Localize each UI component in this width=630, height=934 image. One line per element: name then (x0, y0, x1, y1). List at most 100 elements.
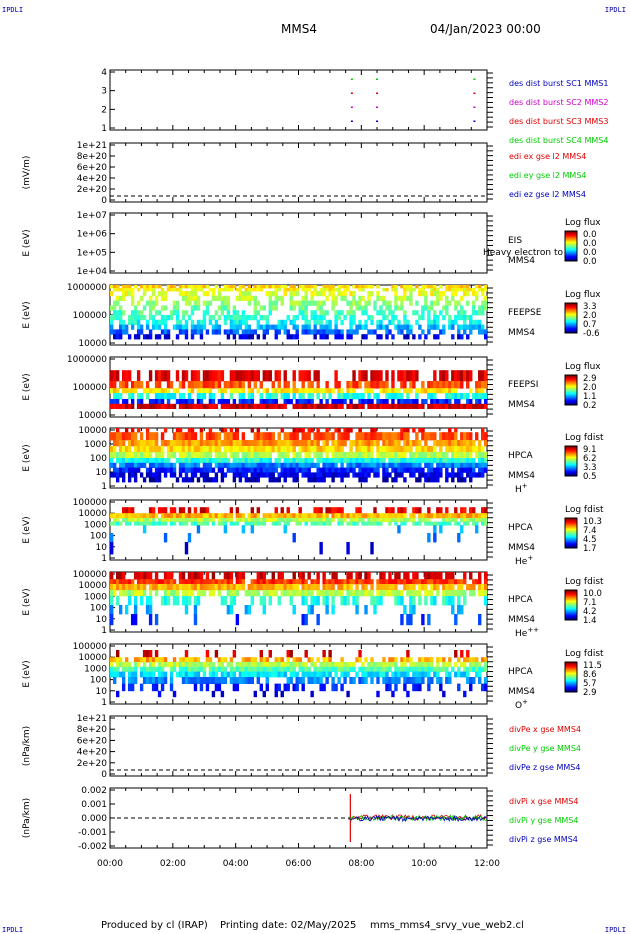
spectrogram-cell (376, 579, 380, 585)
spectrogram-cell (376, 690, 380, 698)
spectrogram-cell (340, 666, 344, 672)
spectrogram-cell (292, 657, 296, 663)
spectrogram-cell (466, 440, 470, 447)
spectrogram-cell (403, 666, 407, 672)
instrument-label: HPCA (508, 451, 533, 461)
spectrogram-cell (271, 572, 275, 580)
spectrogram-cell (373, 605, 377, 615)
spectrogram-cell (127, 521, 132, 526)
spectrogram-cell (157, 285, 162, 289)
spectrogram-cell (364, 657, 368, 663)
spectrogram-cell (451, 579, 455, 585)
spectrogram-cell (145, 300, 150, 306)
spectrogram-cell (361, 677, 365, 684)
spectrogram-cell (409, 295, 413, 301)
spectrogram-cell (355, 458, 359, 464)
colorbar-step (565, 258, 577, 260)
spectrogram-cell (169, 572, 174, 580)
spectrogram-cell (238, 579, 243, 585)
spectrogram-cell (406, 650, 410, 658)
spectrogram-cell (142, 584, 147, 591)
spectrogram-cell (235, 677, 240, 684)
spectrogram-cell (331, 305, 335, 311)
spectrogram-cell (181, 329, 186, 335)
spectrogram-cell (436, 452, 440, 459)
spectrogram-cell (220, 472, 225, 478)
spectrogram-cell (130, 319, 135, 325)
spectrogram-cell (325, 518, 329, 522)
spectrogram-cell (445, 507, 449, 514)
colorbar-step (565, 235, 577, 237)
spectrogram-cell (205, 521, 210, 526)
colorbar-step (565, 319, 577, 321)
corner-tr: IPDLI (604, 6, 626, 14)
spectrogram-cell (451, 440, 455, 447)
spectrogram-cell (367, 381, 371, 389)
spectrogram-cell (358, 370, 362, 382)
spectrogram-cell (181, 590, 186, 597)
spectrogram-cell (304, 370, 308, 382)
spectrogram-cell (193, 513, 198, 519)
spectrogram-cell (202, 393, 207, 400)
spectrogram-cell (110, 584, 114, 591)
colorbar-step (565, 375, 577, 377)
spectrogram-cell (349, 458, 353, 464)
spectrogram-cell (190, 477, 195, 483)
y-tick-label: 1 (101, 482, 107, 492)
spectrogram-cell (355, 605, 359, 615)
colorbar-step (565, 324, 577, 326)
spectrogram-cell (436, 671, 440, 678)
spectrogram-cell (259, 472, 263, 478)
spectrogram-cell (142, 525, 147, 534)
spectrogram-cell (412, 572, 416, 580)
spectrogram-cell (145, 319, 150, 325)
spectrogram-cell (226, 446, 231, 453)
spectrogram-cell (466, 650, 470, 658)
spectrogram-cell (238, 572, 243, 580)
spectrogram-cell (133, 440, 138, 447)
spectrogram-cell (172, 596, 177, 606)
spectrogram-cell (400, 657, 404, 663)
spectrogram-cell (292, 393, 296, 400)
colorbar-step (565, 685, 577, 687)
spectrogram-cell (349, 300, 353, 306)
spectrogram-cell (232, 584, 237, 591)
spectrogram-cell (286, 399, 290, 405)
spectrogram-cell (217, 291, 222, 297)
spectrogram-cell (367, 300, 371, 306)
spectrogram-cell (226, 399, 231, 405)
spectrogram-cell (385, 467, 389, 473)
spectrogram-cell (112, 446, 117, 453)
spectrogram-cell (427, 662, 431, 668)
spectrogram-cell (301, 370, 305, 382)
spectrogram-cell (232, 370, 237, 382)
spectrogram-cell (370, 467, 374, 473)
spectrogram-cell (112, 579, 117, 585)
spectrogram-cell (259, 462, 263, 468)
spectrogram-cell (319, 399, 323, 405)
spectrogram-cell (160, 521, 165, 526)
spectrogram-cell (139, 657, 144, 663)
spectrogram-cell (115, 518, 120, 522)
spectrogram-cell (400, 300, 404, 306)
spectrogram-cell (130, 518, 135, 522)
spectrogram-cell (118, 324, 123, 330)
spectrogram-cell (298, 388, 302, 394)
spectrogram-cell (211, 440, 216, 447)
spectrogram-cell (454, 671, 458, 678)
spectrogram-cell (157, 518, 162, 522)
spectrogram-cell (175, 590, 180, 597)
spectrogram-cell (172, 440, 177, 447)
spectrogram-cell (346, 334, 350, 340)
spectrogram-cell (124, 662, 129, 668)
spectrogram-cell (478, 518, 482, 522)
spectrogram-cell (385, 462, 389, 468)
colorbar-step (565, 233, 577, 235)
colorbar-step (565, 247, 577, 249)
spectrogram-cell (409, 513, 413, 519)
spectrogram-cell (382, 295, 386, 301)
spectrogram-cell (208, 662, 213, 668)
spectrogram-cell (241, 677, 246, 684)
spectrogram-cell (391, 671, 395, 678)
spectrogram-cell (268, 596, 272, 606)
